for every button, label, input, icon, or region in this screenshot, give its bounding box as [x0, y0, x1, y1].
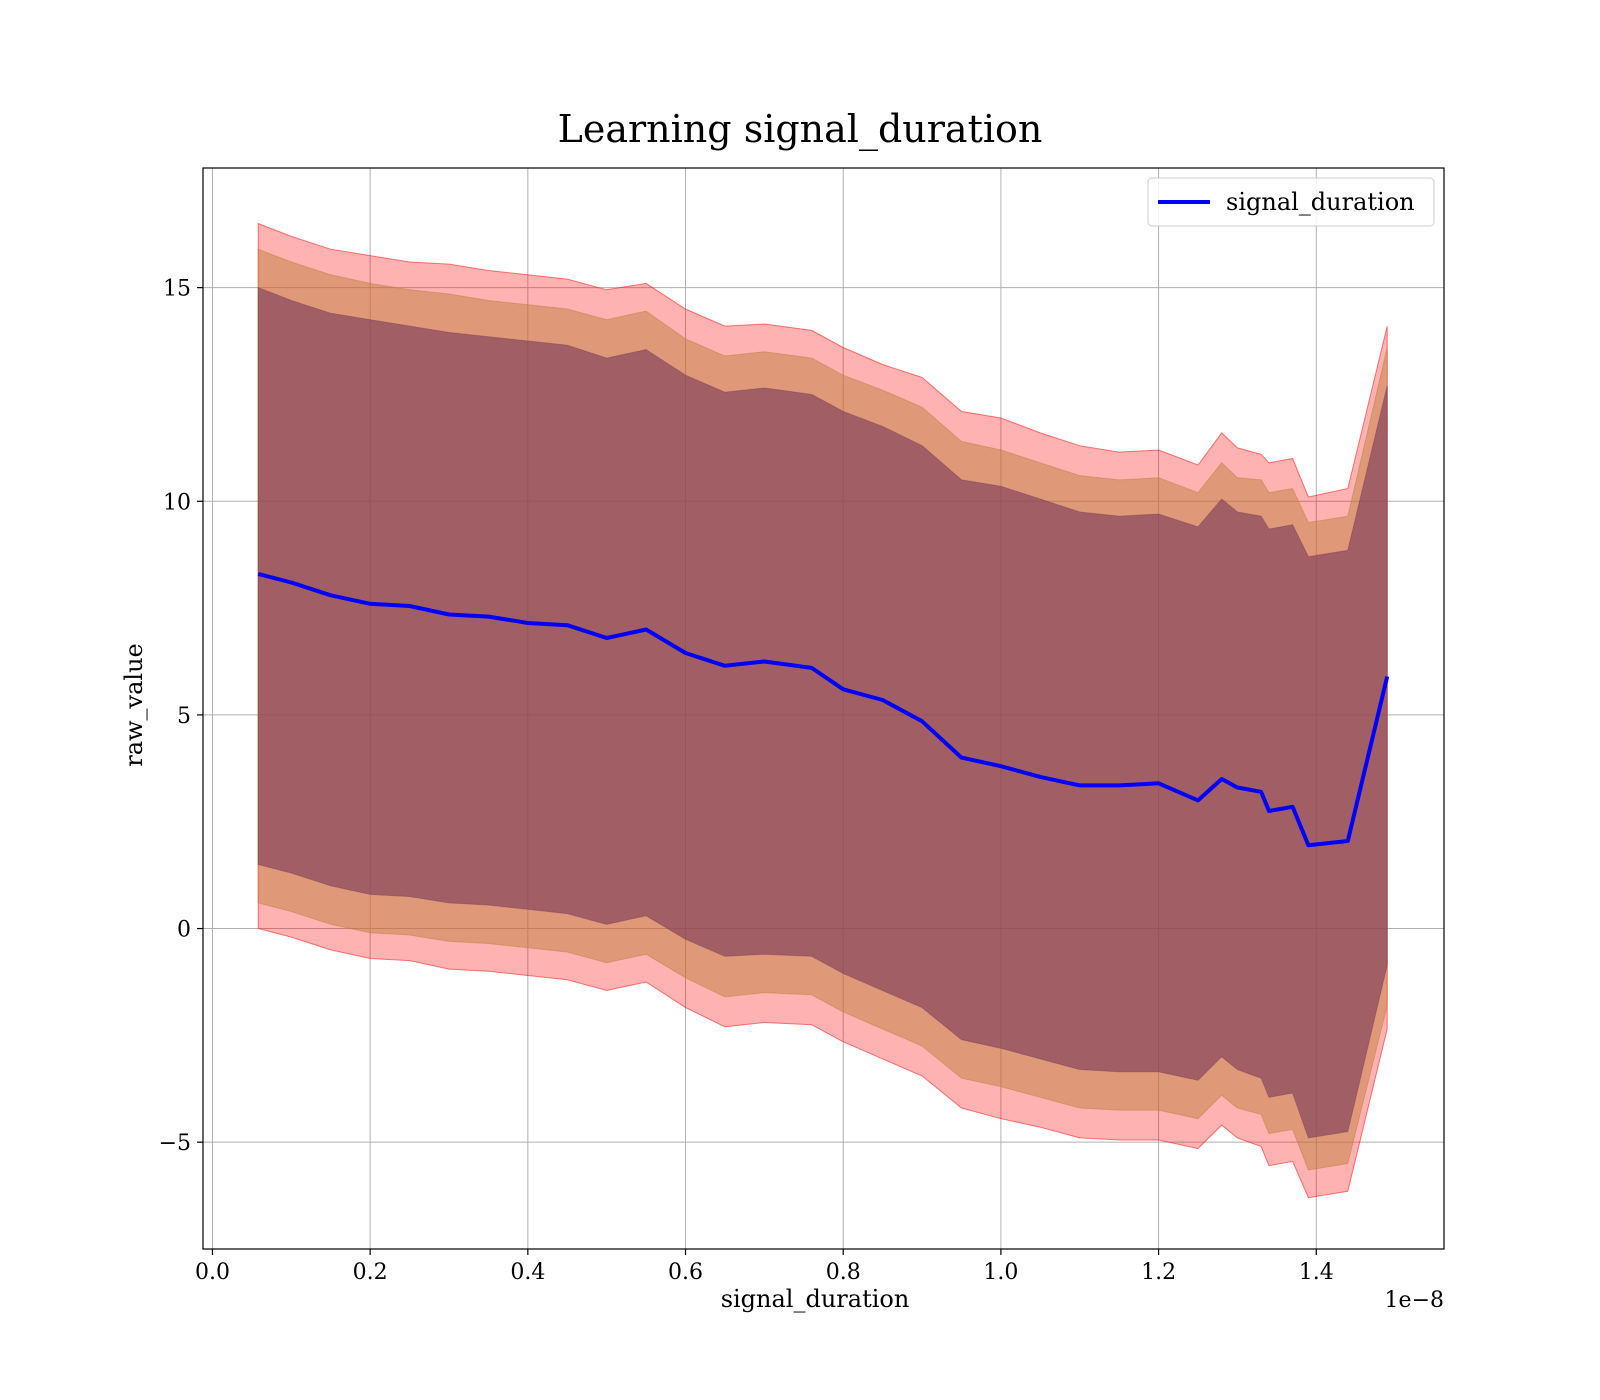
legend-box: [1147, 177, 1435, 227]
y-tick-label: 0: [177, 918, 191, 943]
x-tick-label: 0.2: [353, 1260, 388, 1285]
x-tick-label: 1.0: [983, 1260, 1018, 1285]
series-line: [257, 571, 1390, 848]
legend-label: signal_duration: [1226, 188, 1415, 216]
x-offset-label: 1e−8: [1385, 1288, 1444, 1313]
x-tick-label: 1.4: [1299, 1260, 1334, 1285]
chart-title: Learning signal_duration: [558, 107, 1043, 152]
legend: signal_duration: [1147, 177, 1435, 227]
axis-ticks: 0.0 0.2 0.4 0.6 0.8 1.0 1.2 1.4 −5 0 5 10 15: [159, 277, 1334, 1285]
y-tick-label: 5: [177, 704, 191, 729]
confidence-bands: [257, 222, 1388, 1199]
band-inner: [257, 286, 1388, 1139]
series-lines: [257, 571, 1390, 848]
x-tick-label: 0.6: [668, 1260, 703, 1285]
plot-frame: [202, 167, 1445, 1250]
x-tick-label: 0.8: [826, 1260, 861, 1285]
x-tick-label: 1.2: [1141, 1260, 1176, 1285]
y-tick-label: 10: [163, 490, 191, 515]
y-tick-label: −5: [159, 1131, 191, 1156]
x-axis-label: signal_duration: [721, 1285, 910, 1313]
y-tick-label: 15: [163, 277, 191, 302]
y-axis-label: raw_value: [120, 643, 148, 767]
x-tick-label: 0.0: [195, 1260, 230, 1285]
x-tick-label: 0.4: [510, 1260, 545, 1285]
